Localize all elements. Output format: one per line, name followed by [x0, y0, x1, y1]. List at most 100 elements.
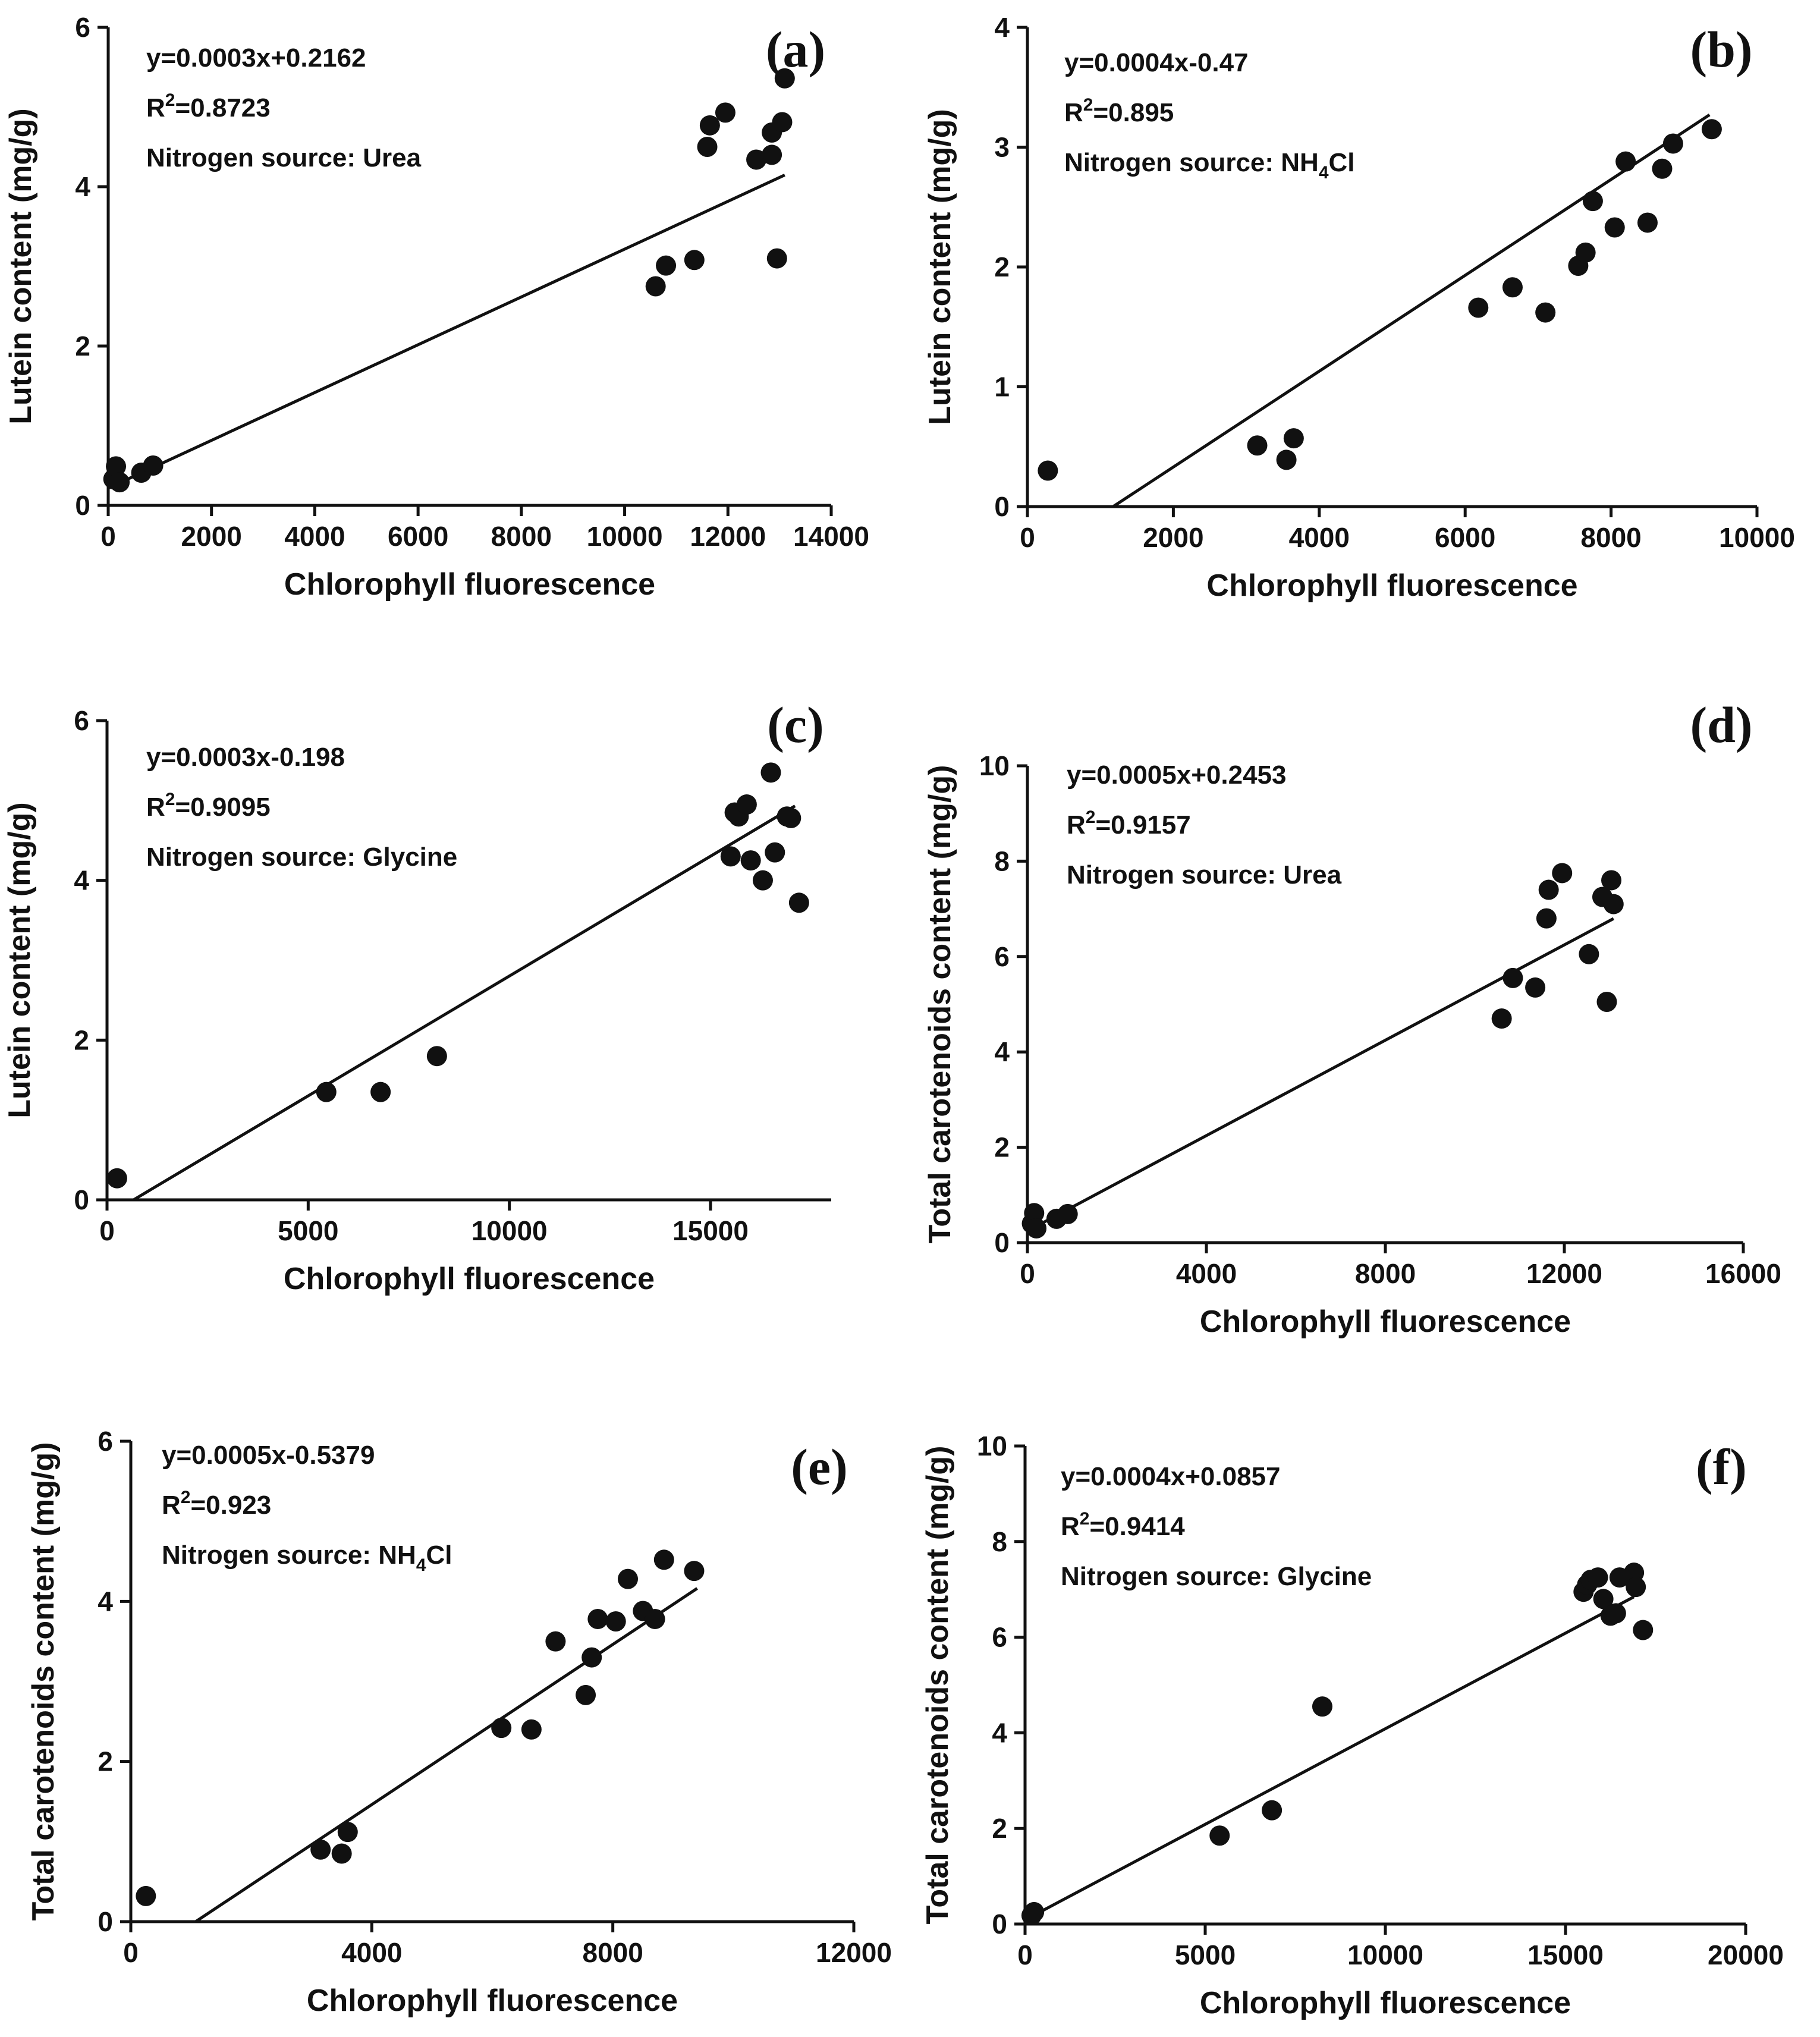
panel-c: 0 5000 10000 15000 0 2 4 6 Chlorophyll fluoresce…: [2, 696, 831, 1296]
data-point: [1575, 242, 1596, 263]
r-squared-label: R2=0.9095: [146, 790, 271, 822]
data-point: [1502, 277, 1523, 298]
regression-line: [107, 174, 785, 490]
x-tick-label: 2000: [1143, 522, 1203, 553]
x-tick-label: 8000: [1580, 522, 1641, 553]
panel-a: 0 2000 4000 6000 8000 10000 12000 14000 0 2 4 6 Chlo…: [4, 12, 869, 602]
data-point: [684, 1561, 705, 1582]
x-tick-label: 0: [99, 1215, 115, 1246]
panel-label: (b): [1690, 21, 1752, 78]
data-point: [772, 112, 793, 133]
x-tick-label: 14000: [793, 521, 869, 552]
panel-d: 0 4000 8000 12000 16000 0 2 4 6 8 10 Chlorophyll fl…: [923, 696, 1781, 1339]
panel-f: 0 5000 10000 15000 20000 0 2 4 6 8 10 Chlorophyll f…: [920, 1431, 1784, 2020]
y-tick-label: 0: [994, 1227, 1010, 1258]
data-point: [1601, 870, 1622, 891]
y-tick-label: 10: [977, 1431, 1007, 1461]
data-point: [1701, 119, 1722, 140]
x-tick-label: 20000: [1708, 1939, 1784, 1970]
data-point: [740, 850, 761, 871]
data-point: [1588, 1567, 1608, 1588]
r-squared-label: R2=0.9157: [1067, 807, 1191, 840]
x-tick-label: 6000: [388, 521, 448, 552]
x-tick-label: 4000: [1289, 522, 1350, 553]
data-point: [1582, 191, 1603, 212]
data-point: [762, 144, 782, 165]
data-point: [1652, 158, 1673, 179]
data-point: [720, 846, 741, 867]
y-axis-title: Lutein content (mg/g): [923, 109, 957, 425]
data-point: [766, 248, 787, 269]
data-point: [1209, 1825, 1230, 1846]
x-tick-label: 10000: [1347, 1939, 1423, 1970]
data-point: [1536, 908, 1557, 929]
data-point: [1603, 894, 1624, 914]
data-point: [1596, 991, 1617, 1012]
data-point: [781, 807, 801, 828]
regression-line: [1112, 114, 1711, 508]
y-tick-label: 6: [75, 12, 90, 43]
data-point: [1502, 967, 1523, 988]
data-point: [1552, 863, 1573, 884]
x-axis-title: Chlorophyll fluorescence: [1200, 1304, 1571, 1339]
data-point: [645, 276, 666, 297]
panel-label: (c): [767, 696, 823, 753]
y-tick-label: 2: [75, 331, 90, 361]
x-tick-label: 6000: [1435, 522, 1495, 553]
y-tick-label: 4: [75, 171, 90, 202]
y-axis-title: Total carotenoids content (mg/g): [26, 1442, 61, 1920]
data-point: [1024, 1203, 1045, 1224]
nitrogen-source-label: Nitrogen source: NH4Cl: [1064, 148, 1355, 183]
data-point: [656, 255, 677, 276]
y-axis-title: Lutein content (mg/g): [2, 802, 37, 1118]
y-tick-label: 2: [98, 1746, 113, 1777]
x-tick-label: 5000: [1175, 1939, 1236, 1970]
nitrogen-source-label: Nitrogen source: Glycine: [1061, 1562, 1372, 1591]
y-tick-label: 2: [994, 252, 1010, 282]
y-tick-label: 6: [992, 1622, 1007, 1653]
x-tick-label: 0: [1020, 522, 1035, 553]
data-point: [1525, 977, 1546, 998]
x-tick-label: 15000: [672, 1215, 749, 1246]
data-point: [106, 456, 127, 477]
y-axis-title: Total carotenoids content (mg/g): [920, 1445, 955, 1924]
y-tick-label: 2: [992, 1813, 1007, 1844]
r-squared-label: R2=0.8723: [146, 90, 271, 122]
data-point: [1535, 302, 1556, 323]
panel-e: 0 4000 8000 12000 0 2 4 6 Chlorophyll fluorescen…: [26, 1426, 892, 2018]
data-point: [1276, 449, 1297, 470]
y-tick-label: 1: [994, 372, 1010, 403]
y-tick-label: 4: [98, 1586, 113, 1617]
r-squared-label: R2=0.9414: [1061, 1509, 1185, 1541]
x-tick-label: 0: [1017, 1939, 1033, 1970]
data-point: [106, 1168, 127, 1189]
data-point: [684, 250, 705, 271]
r-squared-label: R2=0.923: [162, 1488, 271, 1520]
regression-line: [1026, 917, 1614, 1233]
data-point: [109, 472, 130, 493]
y-tick-label: 6: [994, 941, 1010, 972]
y-tick-label: 0: [74, 1184, 89, 1215]
data-point: [1604, 217, 1625, 238]
equation-label: y=0.0003x-0.198: [146, 743, 345, 772]
data-point: [1662, 133, 1683, 154]
y-tick-label: 3: [994, 132, 1010, 163]
data-point: [1538, 879, 1559, 900]
data-point: [426, 1046, 447, 1067]
nitrogen-source-label: Nitrogen source: Urea: [1067, 860, 1342, 889]
panel-b: 0 2000 4000 6000 8000 10000 0 1 2 3 4 Chlorophyll f…: [923, 12, 1795, 603]
y-tick-label: 8: [992, 1526, 1007, 1557]
x-tick-label: 10000: [471, 1215, 548, 1246]
regression-line: [1024, 1595, 1635, 1922]
data-point: [1626, 1577, 1646, 1598]
y-tick-label: 0: [992, 1909, 1007, 1939]
panel-label: (e): [791, 1438, 847, 1495]
y-tick-label: 2: [994, 1132, 1010, 1163]
x-tick-label: 12000: [690, 521, 766, 552]
y-tick-label: 4: [994, 1036, 1010, 1067]
data-point: [576, 1684, 596, 1705]
data-point: [370, 1082, 391, 1102]
y-tick-label: 0: [75, 490, 90, 521]
data-point: [545, 1631, 566, 1652]
